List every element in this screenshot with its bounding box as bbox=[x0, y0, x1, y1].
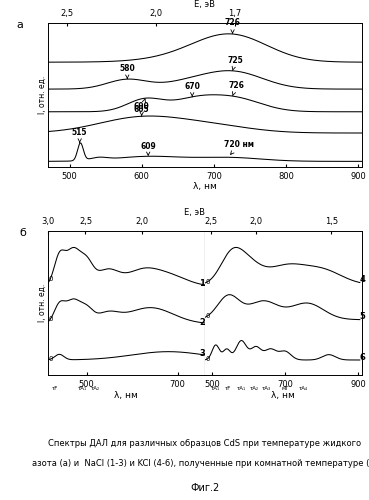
Text: Спектры ДАЛ для различных образцов CdS при температуре жидкого: Спектры ДАЛ для различных образцов CdS п… bbox=[48, 439, 361, 448]
X-axis label: E, эВ: E, эВ bbox=[184, 208, 205, 218]
Text: 0: 0 bbox=[48, 316, 53, 322]
Text: 2: 2 bbox=[199, 318, 205, 326]
Text: а: а bbox=[17, 20, 24, 30]
Text: 609: 609 bbox=[140, 142, 156, 156]
Text: 726: 726 bbox=[228, 82, 244, 96]
X-axis label: λ, нм: λ, нм bbox=[114, 390, 138, 400]
Text: б: б bbox=[20, 228, 27, 238]
Text: 605: 605 bbox=[134, 99, 149, 114]
Text: тF: тF bbox=[225, 386, 232, 392]
Text: тА₁: тА₁ bbox=[211, 386, 220, 392]
Text: тА₂: тА₂ bbox=[91, 386, 100, 392]
Text: 725: 725 bbox=[228, 56, 243, 70]
Text: 720 нм: 720 нм bbox=[224, 140, 254, 154]
Text: тА₁: тА₁ bbox=[237, 386, 246, 392]
Text: 726: 726 bbox=[225, 18, 241, 33]
Y-axis label: I, отн. ед.: I, отн. ед. bbox=[38, 76, 46, 114]
Text: 670: 670 bbox=[184, 82, 200, 96]
Text: 5: 5 bbox=[359, 312, 365, 322]
Text: 6: 6 bbox=[359, 352, 365, 362]
Text: азота (а) и  NaCl (1-3) и KCl (4-6), полученные при комнатной температуре (б): азота (а) и NaCl (1-3) и KCl (4-6), полу… bbox=[32, 460, 369, 468]
Text: 4: 4 bbox=[359, 275, 365, 284]
Text: мТ: мТ bbox=[281, 386, 289, 392]
Text: тА₄: тА₄ bbox=[299, 386, 308, 392]
Text: 0: 0 bbox=[206, 313, 210, 319]
X-axis label: E, эВ: E, эВ bbox=[194, 0, 215, 9]
Text: тА₂: тА₂ bbox=[249, 386, 259, 392]
Text: Фиг.2: Фиг.2 bbox=[190, 483, 220, 493]
Text: 0: 0 bbox=[206, 356, 210, 362]
Text: 600: 600 bbox=[134, 102, 149, 116]
X-axis label: λ, нм: λ, нм bbox=[271, 390, 295, 400]
Text: 515: 515 bbox=[72, 128, 87, 143]
Text: тА₁: тА₁ bbox=[77, 386, 87, 392]
X-axis label: λ, нм: λ, нм bbox=[193, 182, 217, 192]
Text: тF: тF bbox=[52, 386, 58, 392]
Y-axis label: I, отн. ед.: I, отн. ед. bbox=[38, 284, 46, 322]
Text: 1: 1 bbox=[199, 279, 205, 288]
Text: 0: 0 bbox=[48, 276, 53, 282]
Text: 580: 580 bbox=[120, 64, 135, 78]
Text: 0: 0 bbox=[206, 279, 210, 285]
Text: 3: 3 bbox=[199, 350, 205, 358]
Text: тА₃: тА₃ bbox=[262, 386, 272, 392]
Text: 0: 0 bbox=[48, 356, 53, 362]
